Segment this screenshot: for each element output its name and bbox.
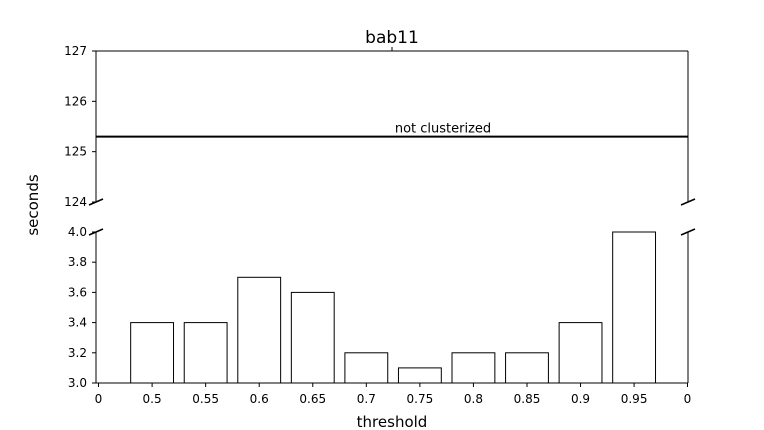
upper-y-tick-label: 125 <box>64 145 87 159</box>
upper-y-tick-label: 124 <box>64 195 87 209</box>
x-tick-label: 0 <box>95 392 103 406</box>
lower-y-tick-label: 3.8 <box>68 255 87 269</box>
upper-y-tick-label: 127 <box>64 44 87 58</box>
x-tick-label: 0.7 <box>357 392 376 406</box>
lower-y-tick-label: 4.0 <box>68 225 87 239</box>
break-mark-upper-left <box>88 198 104 206</box>
x-tick-label: 0.95 <box>621 392 648 406</box>
y-axis-label: seconds <box>24 174 42 235</box>
chart-title: bab11 <box>365 28 419 48</box>
lower-y-tick-label: 3.0 <box>68 376 87 390</box>
axis-break-marks <box>88 198 696 236</box>
x-tick-label: 0.75 <box>407 392 434 406</box>
x-tick-label: 0.65 <box>299 392 326 406</box>
bar <box>237 276 282 384</box>
break-mark-upper-right <box>680 198 696 206</box>
break-mark-lower-right <box>680 228 696 236</box>
x-tick-label: 0.85 <box>514 392 541 406</box>
bar <box>397 367 442 384</box>
x-axis-label: threshold <box>357 413 428 430</box>
bar <box>612 231 657 384</box>
bar <box>130 322 175 384</box>
x-tick-label: 0.8 <box>464 392 483 406</box>
bar <box>344 352 389 384</box>
bar <box>290 291 335 384</box>
lower-y-tick-label: 3.6 <box>68 285 87 299</box>
x-tick-label: 0 <box>684 392 692 406</box>
x-tick-label: 0.9 <box>571 392 590 406</box>
reference-line-label: not clusterized <box>395 122 491 137</box>
upper-panel: 124 125 126 127 <box>64 44 689 209</box>
upper-y-tick-label: 126 <box>64 94 87 108</box>
bar <box>558 322 603 384</box>
break-mark-lower-left <box>88 228 104 236</box>
x-tick-label: 0.6 <box>250 392 269 406</box>
x-tick-label: 0.5 <box>143 392 162 406</box>
bar <box>505 352 549 384</box>
lower-panel: 3.0 3.2 3.4 3.6 3.8 4.0 0 0.5 0.55 0.6 0.65 0.7 0.7… <box>68 225 691 406</box>
lower-y-tick-label: 3.4 <box>68 316 87 330</box>
lower-y-tick-label: 3.2 <box>68 346 87 360</box>
x-tick-label: 0.55 <box>192 392 219 406</box>
bar <box>451 352 496 384</box>
bar <box>183 322 228 384</box>
